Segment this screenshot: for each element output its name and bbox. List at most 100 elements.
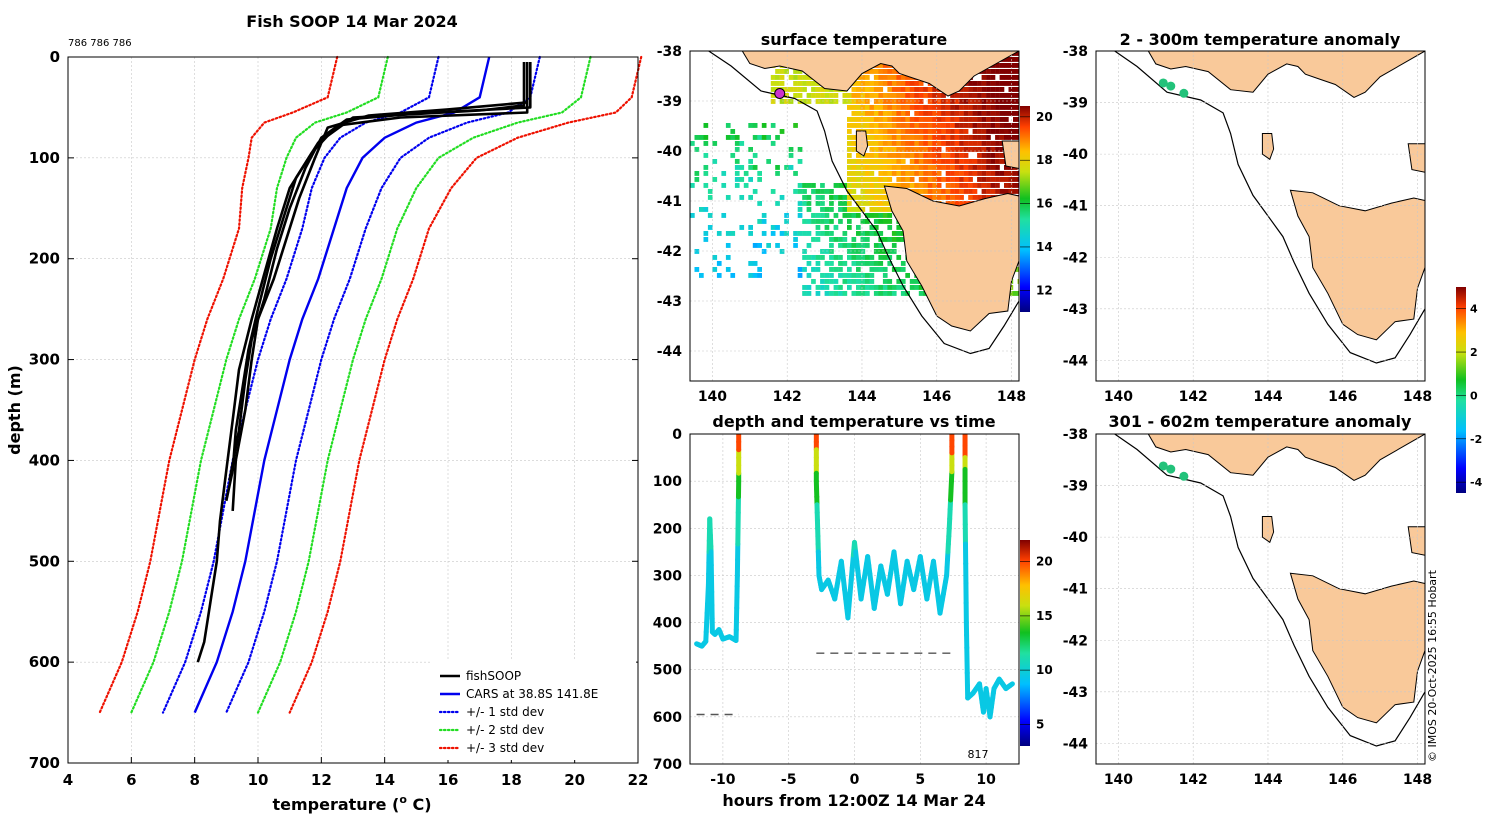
sst-pixel	[874, 291, 879, 296]
sst-pixel	[807, 255, 812, 260]
sst-pixel	[883, 105, 888, 110]
sst-pixel	[883, 273, 888, 278]
sst-pixel	[847, 207, 852, 212]
sst-pixel	[820, 195, 825, 200]
sst-pixel	[856, 105, 861, 110]
sst-pixel	[968, 189, 973, 194]
sst-pixel	[955, 117, 960, 122]
sst-pixel	[928, 159, 933, 164]
sst-pixel	[1018, 81, 1023, 86]
sst-pixel	[986, 111, 991, 116]
sst-pixel	[874, 219, 879, 224]
sst-pixel	[757, 171, 762, 176]
sst-pixel	[937, 183, 942, 188]
sst-pixel	[717, 261, 722, 266]
sst-pixel	[861, 285, 866, 290]
sst-pixel	[905, 153, 910, 158]
sst-colorbar-label: 12	[1036, 283, 1053, 297]
sst-pixel	[982, 183, 987, 188]
sst-pixel	[887, 177, 892, 182]
sst-pixel	[919, 105, 924, 110]
sst-pixel	[919, 141, 924, 146]
anomaly-shallow-xtick-label: 144	[1253, 389, 1282, 405]
sst-pixel	[843, 93, 848, 98]
sst-pixel	[825, 189, 830, 194]
sst-pixel	[820, 273, 825, 278]
sst-pixel	[986, 81, 991, 86]
sst-pixel	[959, 171, 964, 176]
sst-pixel	[874, 75, 879, 80]
sst-pixel	[928, 111, 933, 116]
timeseries-ytick-label: 500	[653, 663, 682, 679]
sst-pixel	[910, 123, 915, 128]
sst-pixel	[811, 189, 816, 194]
sst-pixel	[932, 189, 937, 194]
sst-pixel	[843, 273, 848, 278]
sst-pixel	[852, 177, 857, 182]
sst-pixel	[937, 123, 942, 128]
sst-pixel	[937, 105, 942, 110]
sst-pixel	[825, 231, 830, 236]
sst-pixel	[807, 81, 812, 86]
sst-pixel	[870, 171, 875, 176]
sst-pixel	[816, 201, 821, 206]
sst-pixel	[766, 159, 771, 164]
sst-pixel	[753, 243, 758, 248]
sst-pixel	[968, 171, 973, 176]
sst-pixel	[816, 261, 821, 266]
anomaly-point	[1166, 465, 1175, 474]
sst-pixel	[955, 153, 960, 158]
sst-pixel	[955, 123, 960, 128]
sst-pixel	[968, 93, 973, 98]
sst-pixel	[991, 111, 996, 116]
timeseries-colorbar-label: 20	[1036, 555, 1053, 569]
sst-pixel	[901, 291, 906, 296]
sst-pixel	[923, 117, 928, 122]
sst-pixel	[995, 135, 1000, 140]
sst-pixel	[856, 123, 861, 128]
sst-pixel	[896, 171, 901, 176]
sst-pixel	[847, 213, 852, 218]
sst-pixel	[878, 285, 883, 290]
sst-pixel	[977, 81, 982, 86]
sst-pixel	[1000, 111, 1005, 116]
sst-pixel	[1013, 57, 1018, 62]
sst-pixel	[874, 93, 879, 98]
sst-pixel	[986, 177, 991, 182]
sst-pixel	[793, 123, 798, 128]
sst-pixel	[919, 189, 924, 194]
sst-pixel	[955, 165, 960, 170]
sst-pixel	[802, 87, 807, 92]
sst-pixel	[964, 93, 969, 98]
anomaly-shallow-xtick-label: 148	[1403, 389, 1432, 405]
sst-pixel	[991, 177, 996, 182]
sst-pixel	[847, 255, 852, 260]
anomaly-colorbar-label: -2	[1470, 433, 1482, 446]
sst-pixel	[793, 81, 798, 86]
sst-pixel	[896, 141, 901, 146]
profile-xtick-label: 10	[248, 771, 269, 789]
sst-pixel	[870, 201, 875, 206]
sst-pixel	[1009, 111, 1014, 116]
sst-pixel	[928, 153, 933, 158]
sst-pixel	[878, 135, 883, 140]
sst-pixel	[861, 81, 866, 86]
sst-pixel	[798, 81, 803, 86]
sst-pixel	[919, 123, 924, 128]
sst-pixel	[919, 135, 924, 140]
sst-pixel	[968, 123, 973, 128]
sst-pixel	[959, 153, 964, 158]
sst-pixel	[932, 153, 937, 158]
sst-pixel	[861, 279, 866, 284]
sst-pixel	[892, 117, 897, 122]
sst-pixel	[986, 93, 991, 98]
sst-pixel	[887, 213, 892, 218]
sst-pixel	[690, 141, 695, 146]
anomaly-shallow-ytick-label: -39	[1063, 96, 1088, 112]
sst-pixel	[977, 93, 982, 98]
sst-pixel	[780, 99, 785, 104]
sst-pixel	[973, 117, 978, 122]
sst-pixel	[946, 111, 951, 116]
sst-pixel	[991, 87, 996, 92]
sst-pixel	[838, 261, 843, 266]
